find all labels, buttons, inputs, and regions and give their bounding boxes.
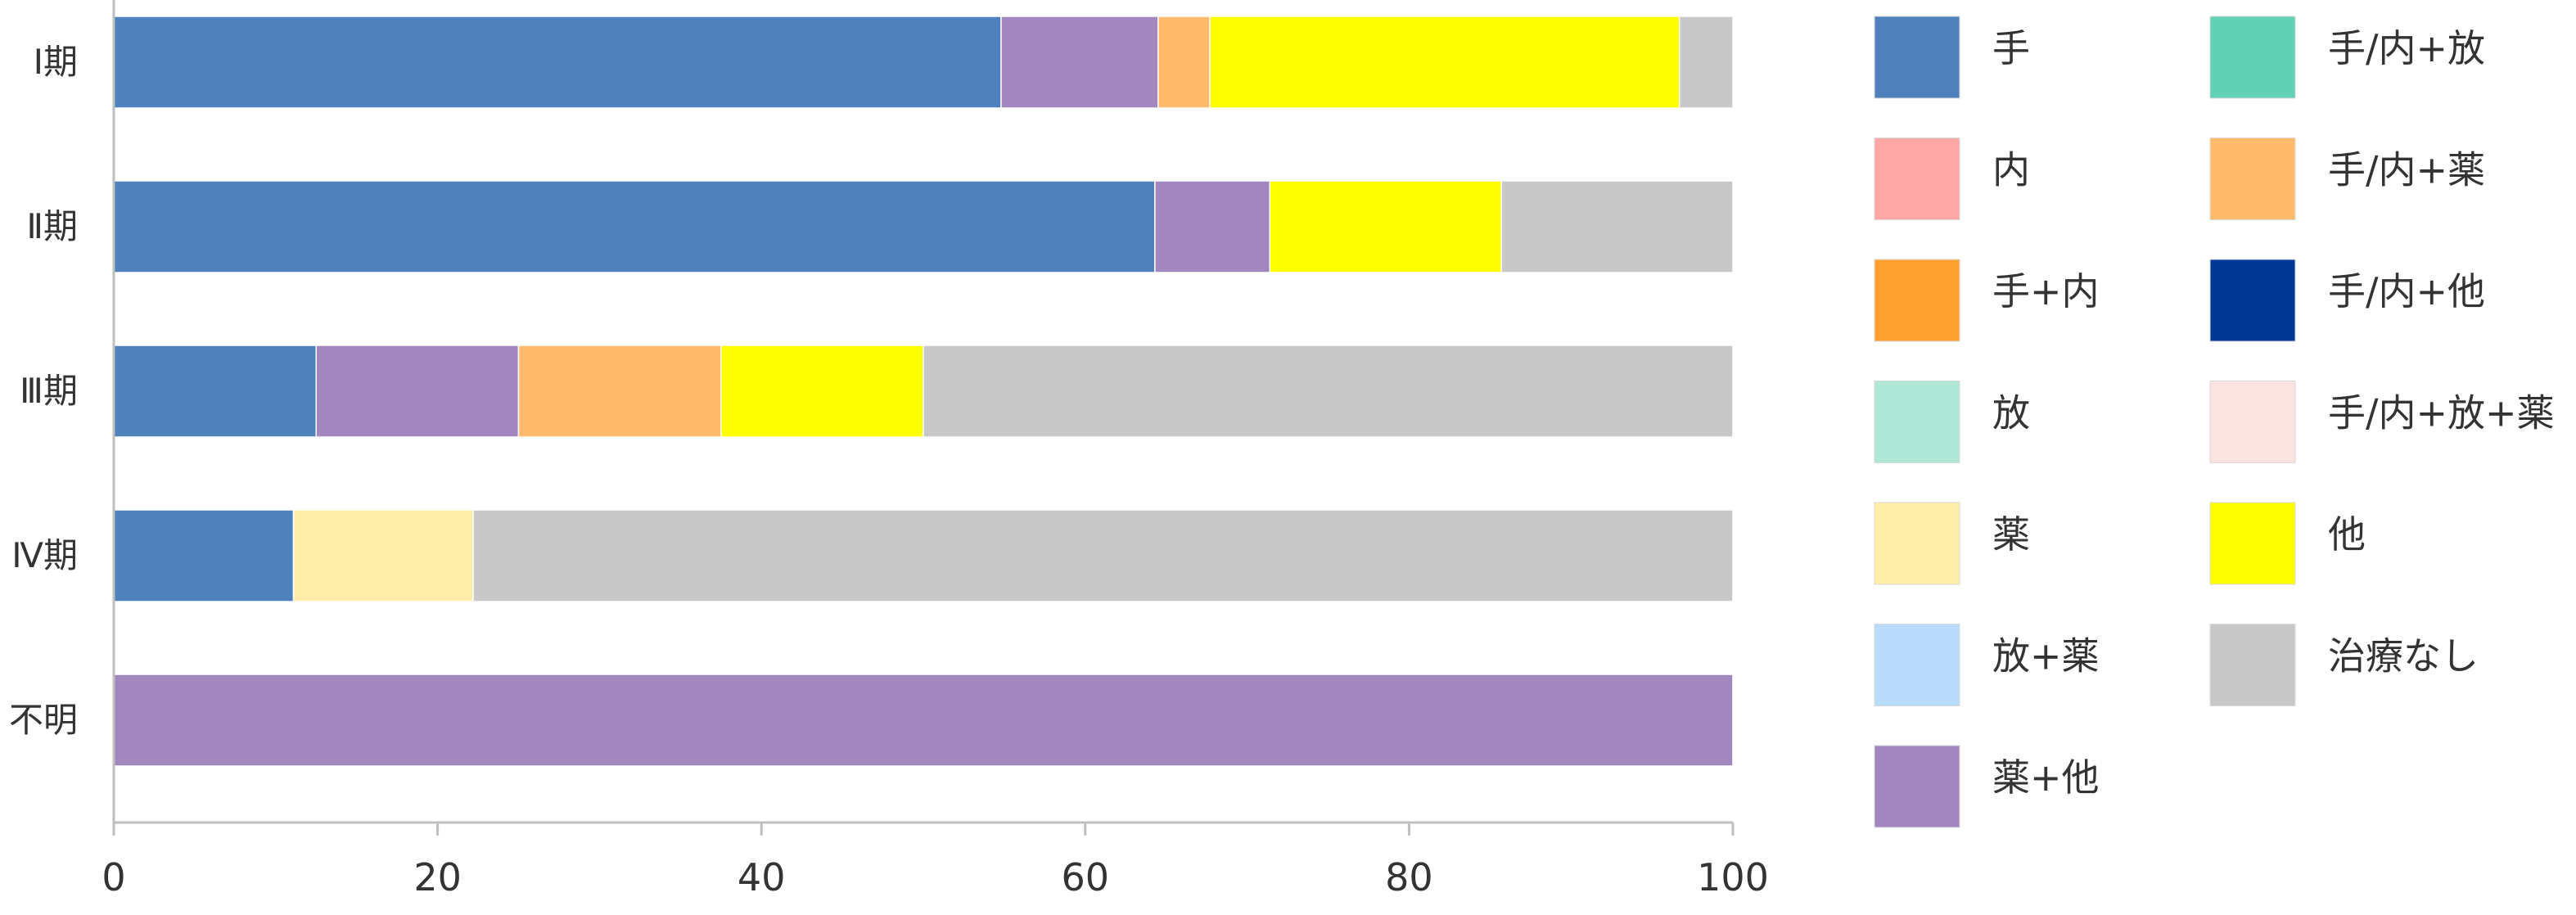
legend-item: 治療なし bbox=[2209, 624, 2479, 706]
legend-label: 他 bbox=[2328, 512, 2366, 557]
legend-item: 手/内+薬 bbox=[2209, 137, 2485, 220]
x-tick-label: 40 bbox=[738, 855, 786, 899]
bars-layer bbox=[113, 16, 1734, 767]
legend-swatch bbox=[2209, 502, 2296, 585]
bar-segment bbox=[113, 180, 1156, 273]
legend-swatch bbox=[1874, 259, 1960, 342]
bar-segment bbox=[1269, 180, 1502, 273]
legend-label: 手/内+薬 bbox=[2328, 148, 2485, 192]
legend-label: 手/内+放 bbox=[2328, 26, 2485, 70]
legend-item: 手+内 bbox=[1874, 259, 2100, 342]
bar-row bbox=[113, 674, 1734, 767]
legend-item: 放+薬 bbox=[1874, 624, 2100, 706]
legend-item: 薬+他 bbox=[1874, 745, 2100, 828]
legend-label: 放+薬 bbox=[1992, 634, 2100, 678]
x-tick-label: 20 bbox=[413, 855, 462, 899]
category-label: Ⅱ期 bbox=[26, 206, 78, 246]
legend-swatch bbox=[2209, 624, 2296, 706]
bar-segment bbox=[1000, 16, 1159, 109]
legend-item: 内 bbox=[1874, 137, 2030, 220]
bar-segment bbox=[517, 345, 722, 438]
legend-label: 放 bbox=[1992, 391, 2030, 435]
bar-row bbox=[113, 16, 1734, 109]
bar-segment bbox=[923, 345, 1734, 438]
bar-segment bbox=[113, 345, 317, 438]
bar-segment bbox=[472, 509, 1734, 602]
legend-item: 手/内+放+薬 bbox=[2209, 381, 2555, 463]
x-tick-label: 80 bbox=[1385, 855, 1433, 899]
bar-segment bbox=[1154, 180, 1271, 273]
legend-swatch bbox=[1874, 381, 1960, 463]
legend-label: 治療なし bbox=[2328, 634, 2479, 678]
legend-swatch bbox=[1874, 624, 1960, 706]
legend-swatch bbox=[2209, 381, 2296, 463]
bar-segment bbox=[113, 509, 295, 602]
legend-item: 手 bbox=[1874, 16, 2030, 99]
legend-label: 手/内+放+薬 bbox=[2328, 391, 2555, 435]
legend-swatch bbox=[1874, 137, 1960, 220]
bar-segment bbox=[1500, 180, 1734, 273]
legend-swatch bbox=[1874, 502, 1960, 585]
legend-label: 薬+他 bbox=[1992, 755, 2100, 800]
legend-label: 内 bbox=[1992, 148, 2030, 192]
x-tick-label: 60 bbox=[1062, 855, 1110, 899]
legend-item: 薬 bbox=[1874, 502, 2030, 585]
legend-label: 手/内+他 bbox=[2328, 269, 2485, 313]
bar-segment bbox=[1209, 16, 1680, 109]
legend-label: 薬 bbox=[1992, 512, 2030, 557]
x-tick-label: 100 bbox=[1697, 855, 1769, 899]
legend-swatch bbox=[2209, 137, 2296, 220]
category-label: Ⅰ期 bbox=[34, 42, 78, 82]
bar-segment bbox=[720, 345, 924, 438]
bar-segment bbox=[113, 16, 1002, 109]
legend-label: 手 bbox=[1992, 26, 2030, 70]
category-label: Ⅲ期 bbox=[20, 371, 78, 411]
bar-segment bbox=[292, 509, 474, 602]
legend-swatch bbox=[1874, 745, 1960, 828]
category-label: 不明 bbox=[9, 700, 78, 740]
bar-row bbox=[113, 509, 1734, 602]
bar-segment bbox=[1678, 16, 1734, 109]
legend-swatch bbox=[2209, 259, 2296, 342]
legend-label: 手+内 bbox=[1992, 269, 2100, 313]
legend-item: 手/内+放 bbox=[2209, 16, 2485, 99]
legend-swatch bbox=[2209, 16, 2296, 99]
x-tick-label: 0 bbox=[102, 855, 125, 899]
legend-item: 放 bbox=[1874, 381, 2030, 463]
bar-row bbox=[113, 345, 1734, 438]
legend-item: 手/内+他 bbox=[2209, 259, 2485, 342]
bar-row bbox=[113, 180, 1734, 273]
bar-segment bbox=[113, 674, 1734, 767]
bar-segment bbox=[315, 345, 520, 438]
legend-swatch bbox=[1874, 16, 1960, 99]
legend-item: 他 bbox=[2209, 502, 2366, 585]
category-label: Ⅳ期 bbox=[11, 535, 78, 575]
bar-segment bbox=[1157, 16, 1211, 109]
